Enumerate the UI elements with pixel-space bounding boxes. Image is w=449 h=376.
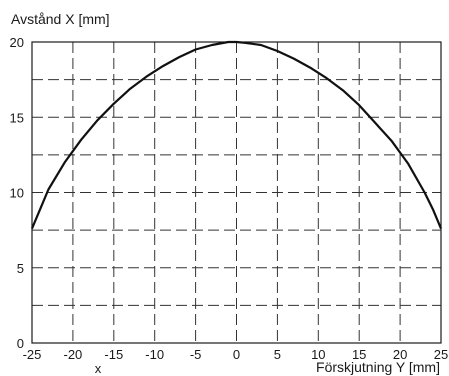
x-tick-label: 5 [274, 347, 281, 362]
y-tick-label: 15 [10, 110, 24, 125]
y-tick-label: 5 [17, 261, 24, 276]
x-axis-label: Förskjutning Y [mm] [316, 359, 440, 375]
x-tick-label: 20 [393, 347, 407, 362]
y-tick-label: 10 [10, 186, 24, 201]
x-tick-label: -5 [190, 347, 202, 362]
footer-symbol-x: x [95, 361, 102, 376]
y-tick-label: 20 [10, 35, 24, 50]
y-axis-label: Avstånd X [mm] [11, 11, 110, 27]
x-tick-label: 15 [352, 347, 366, 362]
x-tick-label: 10 [311, 347, 325, 362]
x-tick-label: -20 [64, 347, 83, 362]
grid-lines [32, 42, 441, 343]
x-tick-labels: -25 -20 -15 -10 -5 0 5 10 15 20 25 [23, 347, 449, 362]
x-tick-label: -25 [23, 347, 42, 362]
x-tick-label: -10 [145, 347, 164, 362]
y-tick-labels: 0 5 10 15 20 [10, 35, 24, 351]
y-tick-label: 0 [17, 336, 24, 351]
x-tick-label: 0 [233, 347, 240, 362]
x-tick-label: 25 [434, 347, 448, 362]
series-line [30, 40, 443, 230]
x-tick-label: -15 [104, 347, 123, 362]
